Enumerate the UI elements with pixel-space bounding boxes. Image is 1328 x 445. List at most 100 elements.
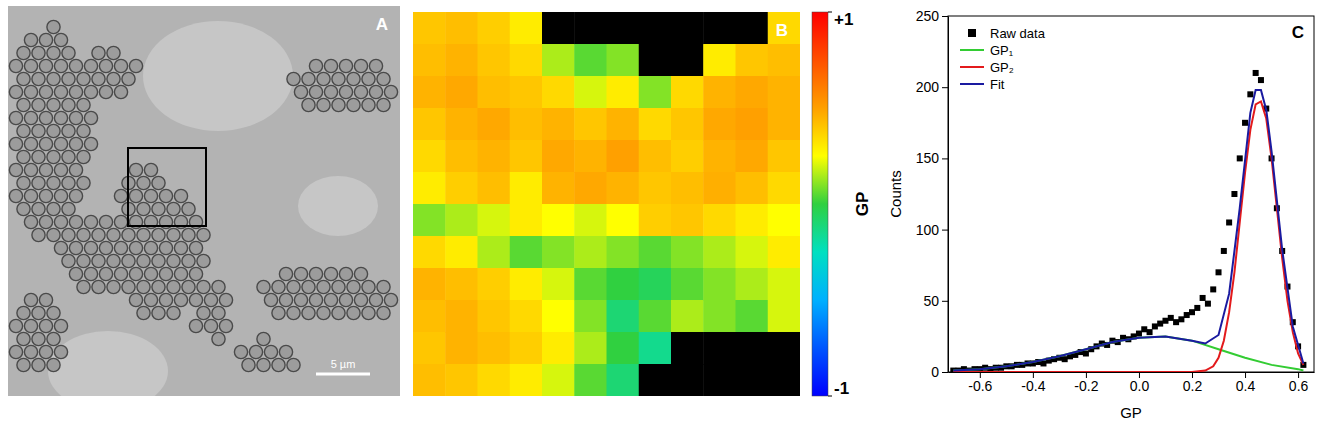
cell [92, 46, 105, 59]
cell [92, 228, 105, 241]
cell [159, 241, 172, 254]
cell [99, 267, 112, 280]
cell [159, 189, 172, 202]
cell [212, 280, 225, 293]
figure: 5 µmAB+1-1GP-0.6-0.4-0.20.00.20.40.60501… [0, 0, 1328, 445]
cell [122, 280, 135, 293]
heatmap-cell [478, 108, 511, 141]
cell [219, 293, 232, 306]
colorbar-tick [828, 396, 832, 397]
heatmap-cell [607, 140, 640, 173]
y-tick-mark [942, 301, 948, 302]
heatmap-cell [542, 172, 575, 205]
cell [17, 150, 30, 163]
heatmap-cell [510, 332, 543, 365]
cell [54, 111, 67, 124]
heatmap-cell [478, 44, 511, 77]
heatmap-cell [607, 268, 640, 301]
cell [107, 280, 120, 293]
heatmap-cell [510, 300, 543, 333]
no-data-cell [768, 332, 800, 365]
cell [332, 306, 345, 319]
y-tick-label: 50 [923, 293, 939, 309]
no-data-cell [607, 12, 640, 45]
heatmap-cell [413, 204, 446, 237]
y-tick-label: 200 [916, 79, 940, 95]
heatmap-cell [478, 76, 511, 109]
cell [197, 306, 210, 319]
cell [122, 72, 135, 85]
heatmap-cell [671, 76, 704, 109]
heatmap-cell [542, 44, 575, 77]
heatmap-cell [510, 44, 543, 77]
heatmap-cell [445, 332, 478, 365]
cell [62, 98, 75, 111]
blur-region [143, 21, 293, 131]
cell [287, 358, 300, 371]
x-axis-title: GP [1120, 404, 1142, 421]
heatmap-cell [574, 268, 607, 301]
cell [294, 85, 307, 98]
heatmap-cell [607, 364, 640, 396]
series-line [953, 90, 1303, 371]
x-tick: -0.2 [1074, 372, 1098, 394]
cell [99, 59, 112, 72]
cell [62, 72, 75, 85]
heatmap-cell [736, 236, 769, 269]
cell [92, 280, 105, 293]
cell [287, 72, 300, 85]
cell [137, 280, 150, 293]
cell [249, 345, 262, 358]
heatmap-cell [639, 140, 672, 173]
data-point [1247, 91, 1253, 97]
cell [309, 293, 322, 306]
data-point [1157, 321, 1163, 327]
cell [32, 98, 45, 111]
heatmap-cell [413, 12, 446, 45]
cell [107, 228, 120, 241]
cell [189, 293, 202, 306]
cell [279, 267, 292, 280]
cell [24, 215, 37, 228]
heatmap-cell [639, 236, 672, 269]
heatmap-cell [703, 268, 736, 301]
x-tick-label: -0.6 [968, 378, 992, 394]
cell [62, 46, 75, 59]
heatmap-cell [703, 76, 736, 109]
cell [9, 137, 22, 150]
data-point [1040, 360, 1046, 366]
cell [377, 98, 390, 111]
cell [369, 85, 382, 98]
cell [174, 293, 187, 306]
plot-marks [950, 70, 1306, 372]
colorbar-title: GP [853, 192, 872, 217]
data-point [1200, 295, 1206, 301]
cell [212, 332, 225, 345]
y-tick: 50 [923, 293, 948, 309]
cell [32, 176, 45, 189]
heatmap-cell [478, 236, 511, 269]
cell [54, 345, 67, 358]
cell [189, 267, 202, 280]
no-data-cell [574, 12, 607, 45]
cell [32, 202, 45, 215]
image-background [8, 6, 400, 396]
cell [84, 59, 97, 72]
heatmap-cell [639, 300, 672, 333]
cell [47, 202, 60, 215]
cell [54, 241, 67, 254]
y-axis-title: Counts [887, 170, 904, 218]
panel-letter: A [376, 15, 388, 34]
cell [339, 293, 352, 306]
colorbar-tick-label: +1 [834, 10, 853, 29]
heatmap-cell [542, 236, 575, 269]
cell [17, 332, 30, 345]
heatmap-cell [445, 76, 478, 109]
cell [17, 202, 30, 215]
cell [302, 98, 315, 111]
cell [47, 72, 60, 85]
cell [294, 267, 307, 280]
cell [129, 293, 142, 306]
cell [32, 358, 45, 371]
cell [24, 137, 37, 150]
